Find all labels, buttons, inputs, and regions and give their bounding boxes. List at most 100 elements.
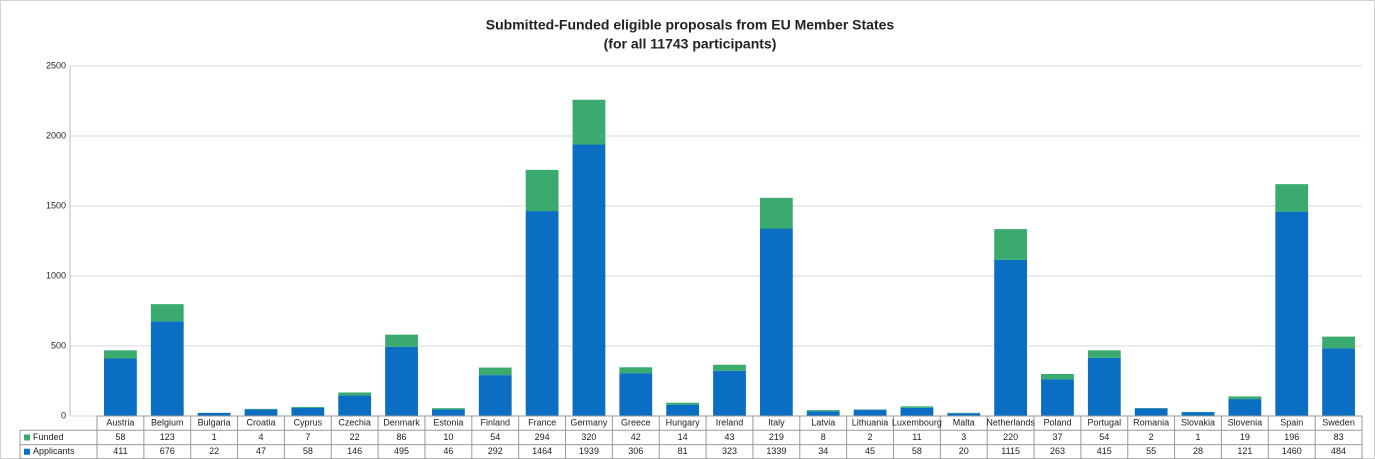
bar-segment (1322, 348, 1355, 416)
legend-key (24, 434, 30, 441)
x-tick-label: Finland (480, 418, 510, 428)
x-tick-label: Spain (1280, 418, 1303, 428)
x-tick-label: Ireland (716, 418, 744, 428)
x-tick-label: Luxembourg (892, 418, 942, 428)
table-value: 411 (113, 446, 127, 456)
table-value: 45 (865, 446, 875, 456)
table-value: 58 (303, 446, 313, 456)
table-value: 320 (581, 432, 596, 442)
table-value: 54 (490, 432, 500, 442)
table-value: 484 (1331, 446, 1346, 456)
bar-segment (1228, 396, 1262, 400)
bar-segment (1041, 374, 1074, 380)
bar-segment (1181, 412, 1215, 416)
table-value: 2 (868, 432, 873, 442)
table-value: 47 (256, 446, 266, 456)
x-tick-label: Netherlands (986, 418, 1035, 428)
bar-segment (338, 392, 372, 396)
bar-segment (900, 407, 934, 416)
bar-segment (431, 409, 465, 416)
x-tick-label: Malta (953, 418, 975, 428)
table-value: 196 (1284, 432, 1299, 442)
bar-segment (1041, 379, 1074, 416)
bar-segment (572, 144, 606, 417)
table-value: 4 (258, 432, 263, 442)
bar-segment (900, 406, 934, 408)
x-tick-label: Portugal (1088, 418, 1122, 428)
x-tick-label: Denmark (383, 418, 420, 428)
bar-segment (525, 211, 559, 416)
bar-segment (338, 395, 372, 416)
table-value: 1460 (1282, 446, 1302, 456)
x-tick-label: Romania (1133, 418, 1169, 428)
y-tick-label: 2000 (46, 130, 66, 140)
bar-segment (853, 409, 887, 416)
table-value: 43 (724, 432, 734, 442)
bar-segment (1087, 357, 1121, 416)
table-value: 86 (397, 432, 407, 442)
bar-segment (572, 99, 606, 145)
x-tick-label: Belgium (151, 418, 184, 428)
table-value: 1939 (579, 446, 599, 456)
table-value: 3 (961, 432, 966, 442)
x-tick-label: Latvia (811, 418, 835, 428)
x-tick-label: Cyprus (294, 418, 323, 428)
table-value: 58 (115, 432, 125, 442)
table-value: 415 (1097, 446, 1112, 456)
bar-segment (150, 321, 184, 416)
table-value: 46 (443, 446, 453, 456)
table-value: 19 (1240, 432, 1250, 442)
table-value: 1464 (532, 446, 552, 456)
table-value: 121 (1237, 446, 1252, 456)
bar-segment (431, 408, 465, 410)
bar-segment (713, 370, 746, 416)
bar-segment (759, 228, 793, 416)
table-value: 1339 (766, 446, 786, 456)
table-value: 306 (628, 446, 643, 456)
bar-segment (291, 407, 325, 416)
x-tick-label: Slovakia (1181, 418, 1215, 428)
x-tick-label: Austria (106, 418, 134, 428)
table-value: 8 (821, 432, 826, 442)
bar-segment (104, 358, 137, 416)
bar-segment (713, 364, 746, 371)
table-value: 28 (1193, 446, 1203, 456)
x-tick-label: Croatia (246, 418, 275, 428)
bar-segment (1322, 336, 1355, 349)
bar-segment (197, 412, 231, 416)
bar-segment (947, 413, 981, 416)
bar-segment (666, 404, 700, 416)
bar-segment (1275, 211, 1309, 416)
x-tick-label: Sweden (1322, 418, 1355, 428)
y-tick-label: 2500 (46, 60, 66, 70)
table-value: 42 (631, 432, 641, 442)
table-value: 7 (305, 432, 310, 442)
x-tick-label: Estonia (433, 418, 463, 428)
x-tick-label: Italy (768, 418, 785, 428)
bar-segment (104, 350, 137, 359)
table-value: 22 (350, 432, 360, 442)
bar-segment (150, 304, 184, 322)
bar-segment (619, 367, 653, 374)
x-tick-label: Slovenia (1228, 418, 1263, 428)
x-tick-label: Poland (1043, 418, 1071, 428)
bar-segment (994, 259, 1028, 416)
chart-title: Submitted-Funded eligible proposals from… (486, 17, 895, 33)
bar-segment (994, 229, 1028, 260)
bar-segment (291, 406, 325, 408)
legend-key (24, 448, 30, 455)
x-tick-label: Bulgaria (198, 418, 231, 428)
table-value: 1115 (1001, 446, 1020, 456)
bar-segment (244, 409, 278, 416)
table-value: 676 (160, 446, 175, 456)
table-value: 323 (722, 446, 737, 456)
bar-segment (759, 197, 793, 229)
table-value: 55 (1146, 446, 1156, 456)
table-value: 220 (1003, 432, 1018, 442)
bar-segment (385, 334, 418, 347)
table-value: 83 (1334, 432, 1344, 442)
table-value: 11 (912, 432, 921, 442)
table-value: 2 (1149, 432, 1154, 442)
